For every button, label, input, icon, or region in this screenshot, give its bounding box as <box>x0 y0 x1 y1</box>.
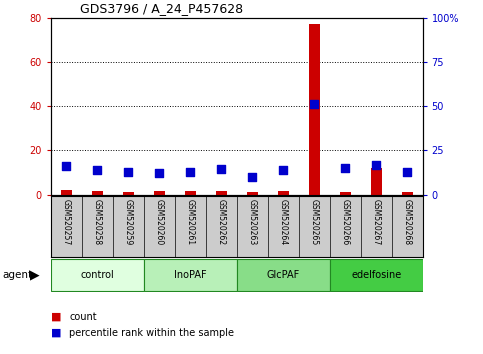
Text: percentile rank within the sample: percentile rank within the sample <box>69 328 234 338</box>
Text: InoPAF: InoPAF <box>174 270 207 280</box>
Bar <box>309 24 320 195</box>
Point <box>62 164 70 169</box>
Point <box>248 174 256 180</box>
Point <box>93 167 101 173</box>
Point <box>217 166 225 172</box>
Bar <box>340 193 351 195</box>
Text: GSM520259: GSM520259 <box>124 199 133 246</box>
Text: GSM520263: GSM520263 <box>248 199 256 246</box>
Text: GSM520262: GSM520262 <box>217 199 226 246</box>
Bar <box>92 192 102 195</box>
Text: ■: ■ <box>51 312 61 322</box>
Text: GSM520258: GSM520258 <box>93 199 102 246</box>
Point <box>310 102 318 107</box>
Text: agent: agent <box>2 270 32 280</box>
Text: GDS3796 / A_24_P457628: GDS3796 / A_24_P457628 <box>81 2 243 15</box>
Bar <box>237 259 330 291</box>
Text: GSM520260: GSM520260 <box>155 199 164 246</box>
Point <box>279 167 287 173</box>
Bar <box>154 192 165 195</box>
Text: GSM520266: GSM520266 <box>341 199 350 246</box>
Text: ■: ■ <box>51 328 61 338</box>
Text: GSM520267: GSM520267 <box>371 199 381 246</box>
Text: GSM520261: GSM520261 <box>185 199 195 246</box>
Bar <box>278 192 288 195</box>
Text: GSM520264: GSM520264 <box>279 199 288 246</box>
Bar <box>247 193 257 195</box>
Text: edelfosine: edelfosine <box>351 270 401 280</box>
Text: control: control <box>80 270 114 280</box>
Text: count: count <box>69 312 97 322</box>
Point <box>403 169 411 175</box>
Bar <box>329 259 423 291</box>
Text: GSM520265: GSM520265 <box>310 199 319 246</box>
Point <box>186 169 194 175</box>
Bar <box>144 259 237 291</box>
Text: GlcPAF: GlcPAF <box>267 270 300 280</box>
Bar <box>216 192 227 195</box>
Text: GSM520257: GSM520257 <box>62 199 71 246</box>
Point <box>124 169 132 175</box>
Bar <box>371 168 382 195</box>
Text: ▶: ▶ <box>30 269 40 282</box>
Bar <box>402 193 412 195</box>
Point <box>372 162 380 167</box>
Point <box>341 165 349 171</box>
Text: GSM520268: GSM520268 <box>403 199 412 246</box>
Bar <box>185 192 196 195</box>
Bar <box>123 193 134 195</box>
Bar <box>61 190 71 195</box>
Bar <box>51 259 144 291</box>
Point <box>156 171 163 176</box>
